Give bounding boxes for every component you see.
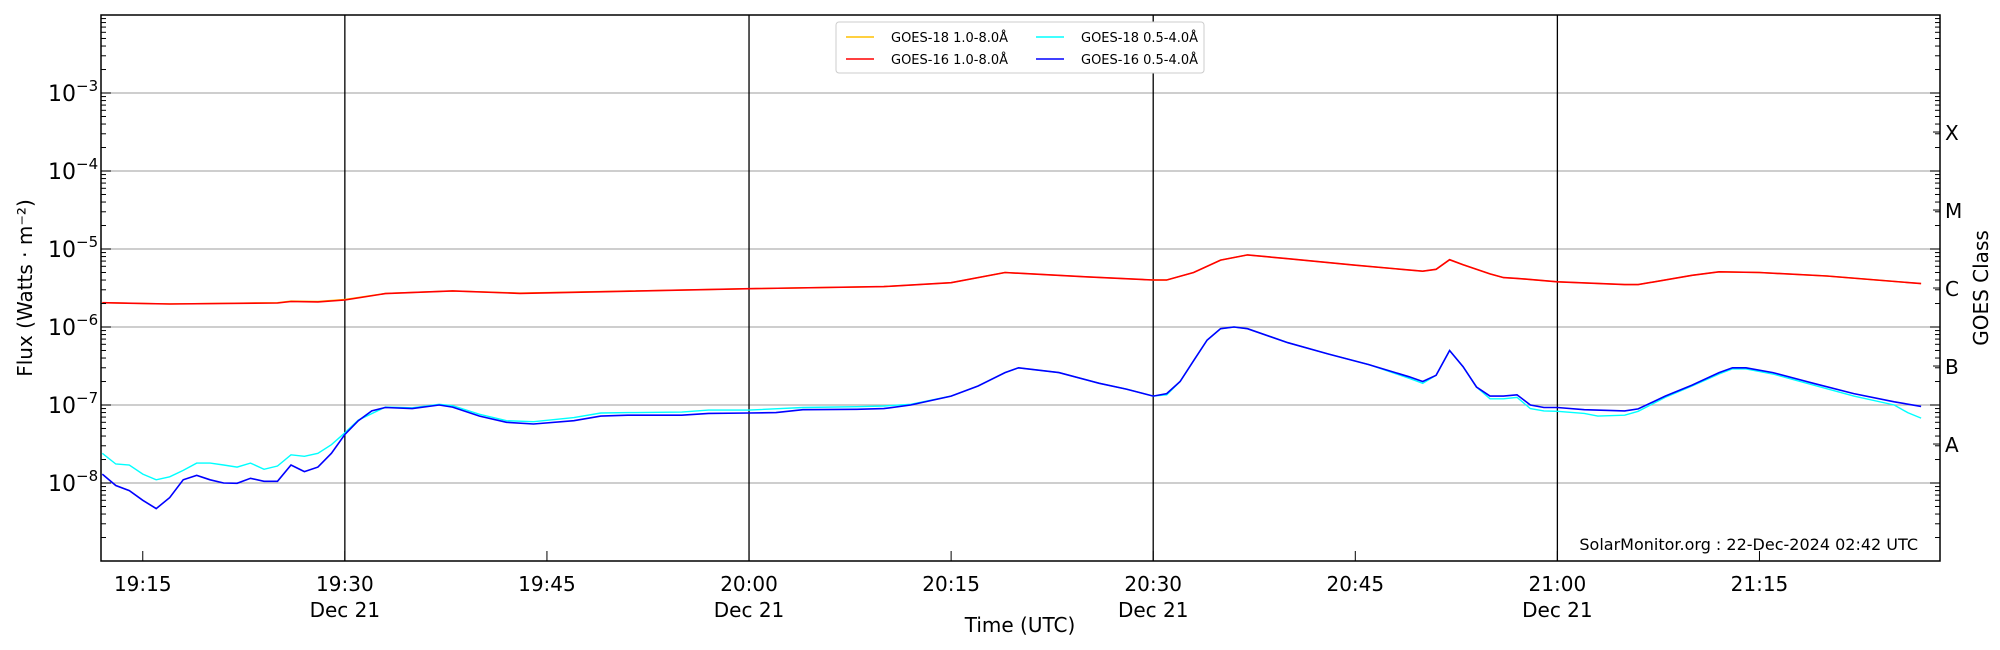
class-label: B [1945,355,1959,379]
legend-label: GOES-18 0.5-4.0Å [1081,30,1198,46]
x-tick-date: Dec 21 [310,598,381,622]
legend-label: GOES-16 1.0-8.0Å [891,52,1008,68]
goes-class-labels: X M C B A [1945,121,1962,457]
series-line-3 [101,326,1922,510]
y-tick-label: 10−3 [48,77,98,107]
y-tick-labels: 10−8 10−7 10−6 10−5 10−4 10−3 [48,77,98,497]
grid-lines [101,92,1940,484]
legend-label: GOES-16 0.5-4.0Å [1081,52,1198,68]
x-tick-label: 21:00 [1529,572,1587,596]
x-axis-label: Time (UTC) [964,613,1076,637]
plot-frame [100,14,1941,562]
x-tick-date: Dec 21 [1118,598,1189,622]
axis-ticks [101,18,1940,562]
x-tick-label: 19:30 [316,572,374,596]
y-tick-label: 10−4 [48,155,98,185]
series-line-1 [102,254,1922,305]
class-label: C [1945,277,1959,301]
y-tick-label: 10−6 [48,311,98,341]
day-boundary-lines [344,15,1559,561]
y-axis-label: Flux (Watts · m⁻²) [13,199,37,377]
class-label: X [1945,121,1959,145]
x-tick-date: Dec 21 [714,598,785,622]
x-tick-label: 19:45 [518,572,576,596]
y-tick-label: 10−5 [48,233,98,263]
class-label: M [1945,199,1962,223]
x-tick-label: 20:15 [922,572,980,596]
y-tick-label: 10−8 [48,467,98,497]
y-axis-right-label: GOES Class [1969,230,1993,346]
source-annotation: SolarMonitor.org : 22-Dec-2024 02:42 UTC [1579,535,1918,554]
x-tick-label: 21:15 [1731,572,1789,596]
legend-box [835,21,1205,74]
legend-label: GOES-18 1.0-8.0Å [891,30,1008,46]
series-line-0 [102,254,1922,305]
class-label: A [1945,433,1959,457]
x-tick-label: 20:30 [1124,572,1182,596]
x-tick-label: 19:15 [114,572,172,596]
x-tick-date: Dec 21 [1522,598,1593,622]
x-tick-label: 20:45 [1326,572,1384,596]
legend: GOES-18 1.0-8.0Å GOES-16 1.0-8.0Å GOES-18 … [835,21,1205,74]
series-lines [101,254,1922,510]
y-tick-label: 10−7 [48,389,98,419]
x-tick-label: 20:00 [720,572,778,596]
